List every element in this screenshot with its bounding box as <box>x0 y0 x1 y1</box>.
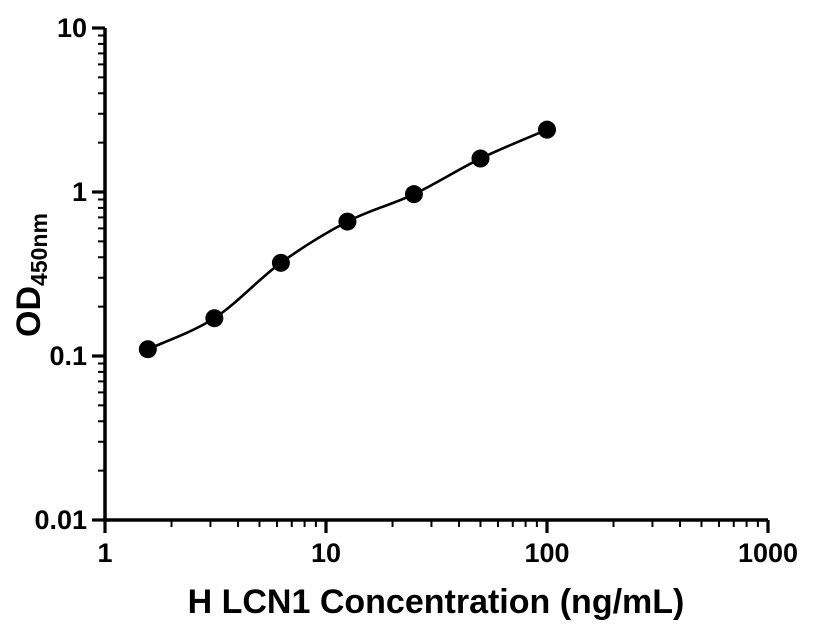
y-axis-title: OD450nm <box>10 213 52 337</box>
x-tick-label: 100 <box>524 538 569 568</box>
y-tick-label: 1 <box>72 177 87 207</box>
y-axis-title-sub: 450nm <box>26 213 52 286</box>
data-point <box>271 253 290 272</box>
data-point <box>138 340 157 359</box>
y-tick-label: 10 <box>57 13 87 43</box>
y-tick-label: 0.1 <box>49 341 87 371</box>
axis-spines <box>103 28 768 522</box>
x-tick-label: 1000 <box>738 538 798 568</box>
x-tick-label: 10 <box>311 538 341 568</box>
data-point <box>471 149 490 168</box>
data-point <box>538 120 556 139</box>
x-axis-title: H LCN1 Concentration (ng/mL) <box>188 583 685 621</box>
y-tick-label: 0.01 <box>34 505 87 535</box>
x-tick-label: 1 <box>97 538 112 568</box>
data-point <box>404 185 423 204</box>
y-axis-title-main: OD <box>10 286 48 337</box>
data-point <box>205 309 224 328</box>
data-point <box>338 212 357 231</box>
